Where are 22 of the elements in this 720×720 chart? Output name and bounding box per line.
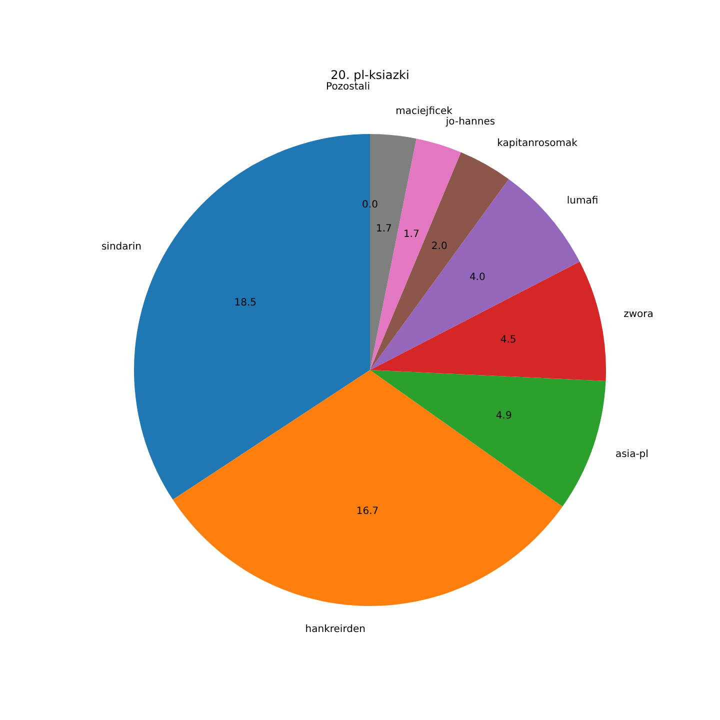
slice-label: kapitanrosomak (497, 138, 578, 150)
pie-slice (172, 370, 563, 606)
data-label: 1.7 (403, 229, 420, 240)
slice-label: lumafi (566, 195, 598, 206)
slice-label: jo-hannes (444, 116, 496, 128)
data-label: 4.9 (496, 410, 512, 422)
data-label: 1.7 (376, 224, 392, 235)
slice-label: zwora (624, 309, 654, 320)
text: 0.0 (362, 199, 378, 210)
pie-slice (370, 370, 606, 506)
data-label: 16.7 (356, 506, 379, 518)
slice-label: sindarin (101, 241, 142, 252)
slice-label: hankreirden (305, 624, 366, 636)
category-label: Pozostali (326, 81, 370, 92)
data-label: 4.0 (469, 272, 486, 284)
data-label: 2.0 (431, 241, 448, 252)
data-label: 4.5 (500, 334, 516, 346)
slice-label: asia-pl (615, 449, 648, 460)
slice-label: maciejficek (396, 106, 453, 118)
pie-slice (370, 262, 606, 381)
chart-title: 20. pl-ksiazki (330, 68, 410, 82)
data-label: 18.5 (234, 297, 256, 308)
